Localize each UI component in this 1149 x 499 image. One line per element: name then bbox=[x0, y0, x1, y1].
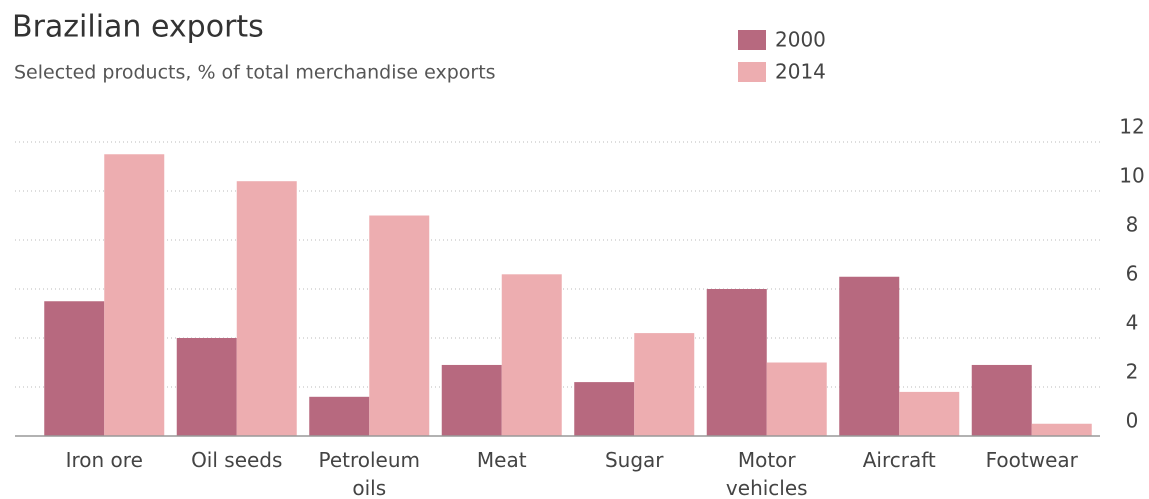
bar bbox=[766, 362, 827, 436]
y-tick-label: 12 bbox=[1119, 115, 1144, 139]
y-tick-label: 0 bbox=[1126, 409, 1139, 433]
bar bbox=[236, 181, 297, 436]
bar bbox=[501, 274, 562, 436]
bar bbox=[899, 391, 960, 436]
bar bbox=[441, 364, 502, 436]
x-tick-label: Motor vehicles bbox=[725, 448, 808, 499]
x-tick-label: Meat bbox=[476, 448, 527, 472]
bar bbox=[104, 154, 165, 436]
y-tick-label: 4 bbox=[1126, 311, 1139, 335]
bar bbox=[309, 396, 370, 436]
bar bbox=[574, 382, 635, 436]
legend-swatch bbox=[738, 62, 766, 82]
legend-label: 2014 bbox=[775, 60, 826, 84]
bar bbox=[44, 301, 105, 436]
x-tick-label: Footwear bbox=[985, 448, 1078, 472]
legend-swatch bbox=[738, 30, 766, 50]
bar bbox=[706, 289, 767, 436]
y-tick-label: 8 bbox=[1126, 213, 1139, 237]
y-tick-label: 6 bbox=[1126, 262, 1139, 286]
x-tick-label: Iron ore bbox=[65, 448, 143, 472]
bar bbox=[369, 215, 430, 436]
bar bbox=[176, 338, 237, 436]
bar bbox=[971, 364, 1032, 436]
bar bbox=[1031, 423, 1092, 436]
x-tick-label: Sugar bbox=[604, 448, 664, 472]
y-tick-label: 2 bbox=[1126, 360, 1139, 384]
legend-label: 2000 bbox=[775, 28, 826, 52]
y-tick-label: 10 bbox=[1119, 164, 1144, 188]
chart-title: Brazilian exports bbox=[12, 10, 264, 45]
bar bbox=[839, 276, 900, 436]
x-tick-label: Petroleum oils bbox=[318, 448, 421, 499]
chart-subtitle: Selected products, % of total merchandis… bbox=[14, 62, 496, 84]
x-tick-label: Oil seeds bbox=[191, 448, 283, 472]
bar bbox=[634, 333, 695, 436]
x-tick-label: Aircraft bbox=[862, 448, 936, 472]
